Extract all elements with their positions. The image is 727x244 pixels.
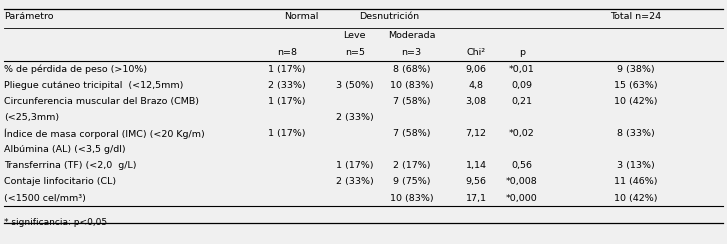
Text: *0,02: *0,02	[509, 129, 535, 138]
Text: *0,01: *0,01	[509, 65, 535, 73]
Text: 10 (83%): 10 (83%)	[390, 194, 433, 203]
Text: 2 (33%): 2 (33%)	[336, 177, 374, 186]
Text: 7,12: 7,12	[466, 129, 486, 138]
Text: Desnutrición: Desnutrición	[360, 12, 419, 21]
Text: (<1500 cel/mm³): (<1500 cel/mm³)	[4, 194, 86, 203]
Text: 3,08: 3,08	[465, 97, 487, 106]
Text: 3 (13%): 3 (13%)	[617, 161, 655, 170]
Text: 0,56: 0,56	[512, 161, 532, 170]
Text: 0,09: 0,09	[512, 81, 532, 90]
Text: 1 (17%): 1 (17%)	[336, 161, 374, 170]
Text: 3 (50%): 3 (50%)	[336, 81, 374, 90]
Text: 1,14: 1,14	[466, 161, 486, 170]
Text: Moderada: Moderada	[387, 31, 435, 40]
Text: n=5: n=5	[345, 48, 365, 57]
Text: Chi²: Chi²	[467, 48, 486, 57]
Text: n=8: n=8	[277, 48, 297, 57]
Text: % de pérdida de peso (>10%): % de pérdida de peso (>10%)	[4, 64, 147, 74]
Text: 0,21: 0,21	[512, 97, 532, 106]
Text: 1 (17%): 1 (17%)	[268, 65, 306, 73]
Text: 2 (17%): 2 (17%)	[393, 161, 430, 170]
Text: Total n=24: Total n=24	[611, 12, 662, 21]
Text: 2 (33%): 2 (33%)	[336, 113, 374, 122]
Text: 2 (33%): 2 (33%)	[268, 81, 306, 90]
Text: *0,008: *0,008	[506, 177, 538, 186]
Text: 1 (17%): 1 (17%)	[268, 129, 306, 138]
Text: 9,56: 9,56	[466, 177, 486, 186]
Text: 8 (33%): 8 (33%)	[617, 129, 655, 138]
Text: 10 (42%): 10 (42%)	[614, 194, 658, 203]
Text: 10 (42%): 10 (42%)	[614, 97, 658, 106]
Text: 9 (75%): 9 (75%)	[393, 177, 430, 186]
Text: 8 (68%): 8 (68%)	[393, 65, 430, 73]
Text: 15 (63%): 15 (63%)	[614, 81, 658, 90]
Text: 7 (58%): 7 (58%)	[393, 97, 430, 106]
Text: 9 (38%): 9 (38%)	[617, 65, 655, 73]
Text: 10 (83%): 10 (83%)	[390, 81, 433, 90]
Text: (<25,3mm): (<25,3mm)	[4, 113, 59, 122]
Text: Normal: Normal	[284, 12, 319, 21]
Text: Leve: Leve	[344, 31, 366, 40]
Text: 7 (58%): 7 (58%)	[393, 129, 430, 138]
Text: 4,8: 4,8	[469, 81, 483, 90]
Text: Transferrina (TF) (<2,0  g/L): Transferrina (TF) (<2,0 g/L)	[4, 161, 136, 170]
Text: Contaje linfocitario (CL): Contaje linfocitario (CL)	[4, 177, 116, 186]
Text: Pliegue cutáneo tricipital  (<12,5mm): Pliegue cutáneo tricipital (<12,5mm)	[4, 81, 183, 90]
Text: 11 (46%): 11 (46%)	[614, 177, 658, 186]
Text: *0,000: *0,000	[506, 194, 538, 203]
Text: 17,1: 17,1	[466, 194, 486, 203]
Text: p: p	[519, 48, 525, 57]
Text: Parámetro: Parámetro	[4, 12, 53, 21]
Text: * significancia: p<0,05: * significancia: p<0,05	[4, 218, 107, 226]
Text: 9,06: 9,06	[466, 65, 486, 73]
Text: 1 (17%): 1 (17%)	[268, 97, 306, 106]
Text: n=3: n=3	[401, 48, 422, 57]
Text: Albúmina (AL) (<3,5 g/dl): Albúmina (AL) (<3,5 g/dl)	[4, 145, 125, 154]
Text: Índice de masa corporal (IMC) (<20 Kg/m): Índice de masa corporal (IMC) (<20 Kg/m)	[4, 128, 204, 139]
Text: Circunferencia muscular del Brazo (CMB): Circunferencia muscular del Brazo (CMB)	[4, 97, 198, 106]
